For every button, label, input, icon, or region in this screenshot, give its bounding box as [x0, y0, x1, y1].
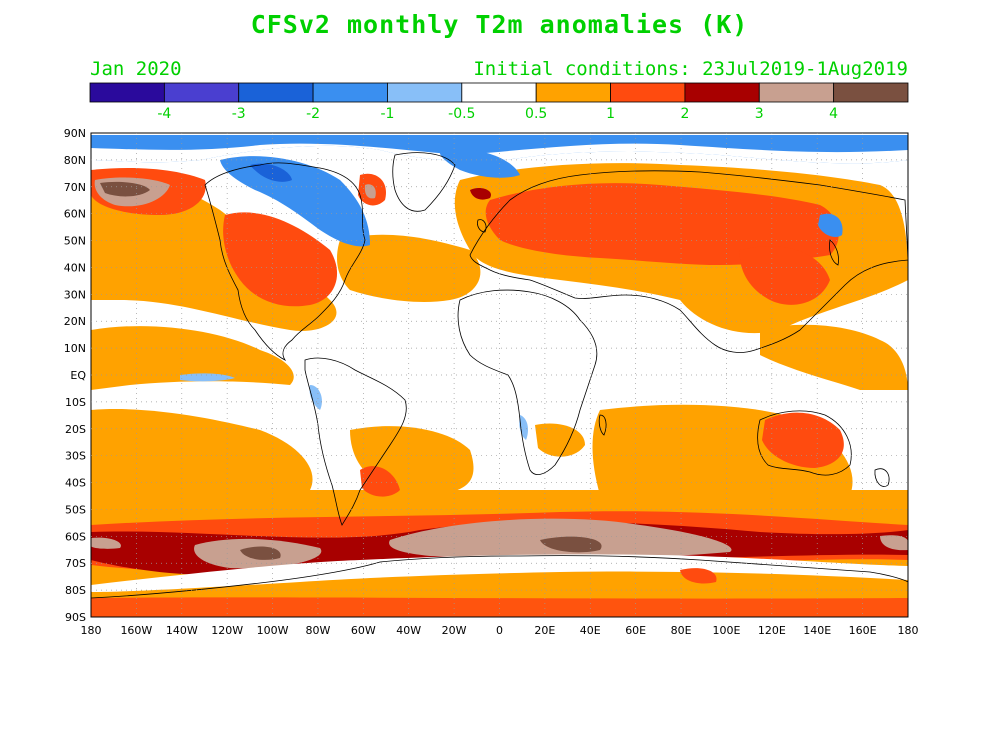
anomaly-eurasia-red [485, 183, 839, 265]
lat-label: EQ [70, 369, 86, 382]
lat-label: 50N [64, 235, 86, 248]
anomaly-australia-red [762, 412, 844, 468]
lat-label: 20S [65, 423, 86, 436]
coastline-south-america [304, 357, 407, 526]
lat-label: 70S [65, 557, 86, 570]
anomaly-west-pacific [760, 324, 908, 390]
lon-label: 100W [257, 624, 289, 637]
lon-label: 180 [898, 624, 919, 637]
colorbar-tick-label: -0.5 [448, 106, 475, 122]
anomaly-band-south-brown-west [240, 546, 281, 560]
anomaly-greenland-sea-blue [439, 148, 520, 178]
lon-label: 40W [396, 624, 421, 637]
colorbar-swatch [833, 82, 909, 103]
anomaly-east-asia-red [739, 246, 830, 305]
anomaly-canada-blue [220, 156, 370, 247]
lon-label: 160W [120, 624, 152, 637]
lon-label: 100E [712, 624, 740, 637]
lon-label: 20E [534, 624, 555, 637]
anomaly-south-america-south [360, 466, 400, 497]
lat-label: 50S [65, 503, 86, 516]
coastline-new-zealand [874, 468, 890, 487]
coastline-antarctica [91, 555, 908, 599]
anomaly-amazon-blue [309, 385, 322, 410]
lat-label: 80S [65, 584, 86, 597]
coastline-north-america [204, 162, 366, 361]
lat-label: 10N [64, 342, 86, 355]
colorbar-tick-label: 0.5 [525, 106, 547, 122]
lon-label: 120E [758, 624, 786, 637]
coastline-japan [829, 239, 839, 266]
coastline-uk [477, 219, 487, 233]
antarctic-bottom-red [91, 597, 908, 617]
lat-label: 40N [64, 261, 86, 274]
lat-label: 40S [65, 477, 86, 490]
colorbar-tick-label: -4 [157, 106, 171, 122]
lon-label: 80W [306, 624, 331, 637]
anomaly-canada-darkblue [250, 163, 292, 182]
colorbar: -4 -3 -2 -1 -0.5 0.5 1 2 3 4 [89, 82, 909, 122]
colorbar-tick-label: -3 [232, 106, 246, 122]
lon-label: 120W [211, 624, 243, 637]
lon-label: 20W [442, 624, 467, 637]
lat-label: 80N [64, 154, 86, 167]
chart-title: CFSv2 monthly T2m anomalies (K) [250, 10, 749, 39]
lon-label: 40E [580, 624, 601, 637]
colorbar-tick-label: 1 [606, 106, 615, 122]
coastline-africa [457, 289, 598, 475]
lon-label: 60E [625, 624, 646, 637]
coastline-eurasia [469, 170, 908, 353]
colorbar-tick-label: 4 [829, 106, 838, 122]
anomaly-greenland-east-pink [364, 184, 376, 199]
anomaly-east-pacific [91, 326, 294, 390]
anomaly-arctic-blue [91, 135, 908, 164]
lon-label: 140W [166, 624, 198, 637]
lon-label: 140E [803, 624, 831, 637]
lon-label: 0 [496, 624, 503, 637]
lat-label: 70N [64, 181, 86, 194]
colorbar-tick-label: -1 [380, 106, 394, 122]
lon-label: 60W [351, 624, 376, 637]
lat-label: 10S [65, 396, 86, 409]
coastline-greenland [392, 152, 456, 212]
lon-label: 80E [671, 624, 692, 637]
lat-label: 90S [65, 611, 86, 624]
lat-label: 30N [64, 288, 86, 301]
coastline-madagascar [598, 414, 607, 436]
lat-label: 60N [64, 208, 86, 221]
anomaly-north-america-red [223, 212, 338, 307]
valid-month-label: Jan 2020 [90, 58, 182, 80]
lat-label: 20N [64, 315, 86, 328]
anomaly-japan-blue [818, 213, 843, 237]
anomaly-alaska-darkbrown [100, 181, 150, 197]
lat-label: 90N [64, 127, 86, 140]
antarctic-red-patch [680, 568, 717, 584]
colorbar-tick-label: 2 [680, 106, 689, 122]
lon-label: 160E [849, 624, 877, 637]
coastline-australia [757, 410, 852, 476]
colorbar-tick-label: -2 [306, 106, 320, 122]
lat-label: 30S [65, 450, 86, 463]
anomaly-south-pacific [91, 409, 313, 495]
anomaly-band-south-brown-east [540, 536, 602, 553]
initial-conditions-label: Initial conditions: 23Jul2019-1Aug2019 [473, 58, 908, 80]
lon-label: 180 [81, 624, 102, 637]
anomaly-barents-red [470, 187, 491, 200]
lat-label: 60S [65, 530, 86, 543]
colorbar-tick-label: 3 [755, 106, 764, 122]
